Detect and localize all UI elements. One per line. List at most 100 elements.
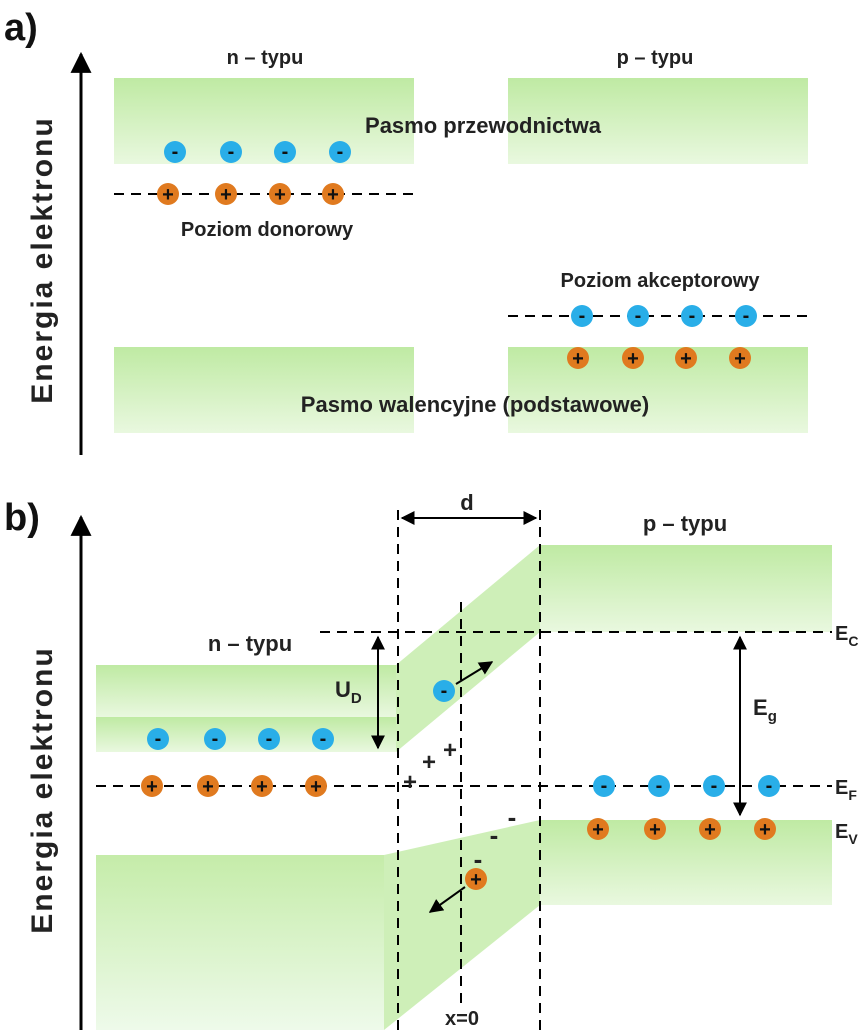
- minus-sign: -: [601, 775, 608, 797]
- plus-sign: +: [680, 348, 692, 370]
- valence-band-label: Pasmo walencyjne (podstawowe): [301, 392, 649, 417]
- hole-icon: [675, 347, 697, 369]
- electron-group-b-n: - - - -: [147, 728, 334, 750]
- electron-icon: [164, 141, 186, 163]
- minus-sign: -: [212, 728, 219, 750]
- minus-sign: -: [635, 305, 642, 327]
- n-valence-band-b: [96, 855, 384, 1030]
- electron-icon: [758, 775, 780, 797]
- electron-icon: [220, 141, 242, 163]
- hole-icon: [322, 183, 344, 205]
- minus-sign: -: [282, 141, 289, 163]
- hole-group-b-p: + + + +: [587, 818, 776, 841]
- n-conduction-band-b: [96, 665, 396, 717]
- plus-sign: +: [256, 776, 268, 798]
- axis-label-a: Energia elektronu: [26, 116, 59, 403]
- minus-sign: -: [441, 680, 448, 702]
- hole-icon: [269, 183, 291, 205]
- n-conduction-band: [114, 78, 414, 164]
- electron-icon: [593, 775, 615, 797]
- plus-sign: +: [572, 348, 584, 370]
- hole-icon: [622, 347, 644, 369]
- eg-label: Eg: [753, 695, 777, 725]
- n-type-label-a: n – typu: [227, 47, 304, 69]
- donor-ion-group: + + + +: [157, 183, 344, 206]
- electron-icon: [735, 305, 757, 327]
- minus-sign: -: [689, 305, 696, 327]
- donor-ion-group-b: + + + +: [141, 775, 327, 798]
- space-charge-minus: -: [508, 802, 517, 832]
- hole-icon: [644, 818, 666, 840]
- plus-sign: +: [310, 776, 322, 798]
- minus-sign: -: [337, 141, 344, 163]
- minus-sign: -: [579, 305, 586, 327]
- electron-icon: [571, 305, 593, 327]
- electron-icon: [274, 141, 296, 163]
- space-charge-plus: +: [443, 737, 457, 764]
- hole-drift-arrow: [428, 886, 466, 913]
- electron-icon: [627, 305, 649, 327]
- n-conduction-band-b-lower: [96, 717, 396, 752]
- minus-sign: -: [266, 728, 273, 750]
- acceptor-electron-group-b: - - - -: [593, 775, 780, 797]
- plus-sign: +: [202, 776, 214, 798]
- p-valence-band-b: [540, 820, 832, 905]
- electron-icon: [258, 728, 280, 750]
- x0-label: x=0: [445, 1008, 479, 1030]
- hole-icon: [251, 775, 273, 797]
- n-valence-band: [114, 347, 414, 433]
- p-conduction-band-b: [540, 545, 832, 632]
- ev-label: EV: [835, 821, 858, 847]
- n-type-label-b: n – typu: [208, 631, 292, 656]
- hole-icon: [699, 818, 721, 840]
- plus-sign: +: [146, 776, 158, 798]
- hole-group-a-p: + + + +: [567, 347, 751, 370]
- plus-sign: +: [704, 819, 716, 841]
- d-label: d: [460, 490, 473, 515]
- hole-icon: [567, 347, 589, 369]
- space-charge-plus: +: [422, 749, 436, 776]
- hole-icon: [729, 347, 751, 369]
- conduction-band-label: Pasmo przewodnictwa: [365, 113, 602, 138]
- panel-a: a) Energia elektronu n – typu p – typu P…: [4, 7, 808, 455]
- plus-sign: +: [220, 184, 232, 206]
- hole-icon: [587, 818, 609, 840]
- p-valence-band: [508, 347, 808, 433]
- plus-sign: +: [470, 869, 482, 891]
- minus-sign: -: [766, 775, 773, 797]
- space-charge-minus: -: [474, 844, 483, 874]
- plus-sign: +: [649, 819, 661, 841]
- plus-sign: +: [734, 348, 746, 370]
- hole-icon: [305, 775, 327, 797]
- drift-hole-icon: [465, 868, 487, 890]
- minus-sign: -: [711, 775, 718, 797]
- hole-icon: [754, 818, 776, 840]
- minus-sign: -: [320, 728, 327, 750]
- panel-b-label: b): [4, 497, 40, 539]
- hole-icon: [215, 183, 237, 205]
- plus-sign: +: [627, 348, 639, 370]
- drift-electron-icon: [433, 680, 455, 702]
- electron-group-a-n: - - - -: [164, 141, 351, 163]
- junction-conduction-band: [396, 545, 540, 752]
- minus-sign: -: [172, 141, 179, 163]
- plus-sign: +: [759, 819, 771, 841]
- plus-sign: +: [274, 184, 286, 206]
- hole-icon: [141, 775, 163, 797]
- electron-icon: [312, 728, 334, 750]
- minus-sign: -: [155, 728, 162, 750]
- plus-sign: +: [162, 184, 174, 206]
- ef-label: EF: [835, 777, 857, 803]
- axis-label-b: Energia elektronu: [26, 646, 59, 933]
- hole-icon: [157, 183, 179, 205]
- p-type-label-a: p – typu: [617, 47, 694, 69]
- space-charge-minus: -: [490, 820, 499, 850]
- p-type-label-b: p – typu: [643, 511, 727, 536]
- panel-b: b) Energia elektronu n – typu p – typu d…: [4, 490, 858, 1030]
- electron-icon: [329, 141, 351, 163]
- electron-icon: [648, 775, 670, 797]
- ud-label: UD: [335, 677, 362, 707]
- electron-icon: [147, 728, 169, 750]
- acceptor-electron-group: - - - -: [571, 305, 757, 327]
